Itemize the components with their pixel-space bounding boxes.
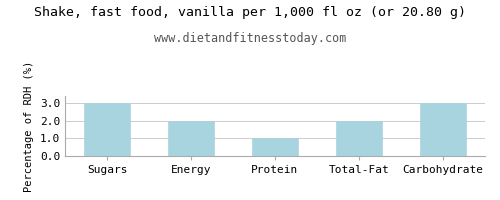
Bar bbox=[336, 121, 382, 156]
Bar bbox=[420, 103, 466, 156]
Bar bbox=[84, 103, 130, 156]
Text: Shake, fast food, vanilla per 1,000 fl oz (or 20.80 g): Shake, fast food, vanilla per 1,000 fl o… bbox=[34, 6, 466, 19]
Bar bbox=[252, 138, 298, 156]
Y-axis label: Percentage of RDH (%): Percentage of RDH (%) bbox=[24, 60, 34, 192]
Text: www.dietandfitnesstoday.com: www.dietandfitnesstoday.com bbox=[154, 32, 346, 45]
Bar bbox=[168, 121, 214, 156]
